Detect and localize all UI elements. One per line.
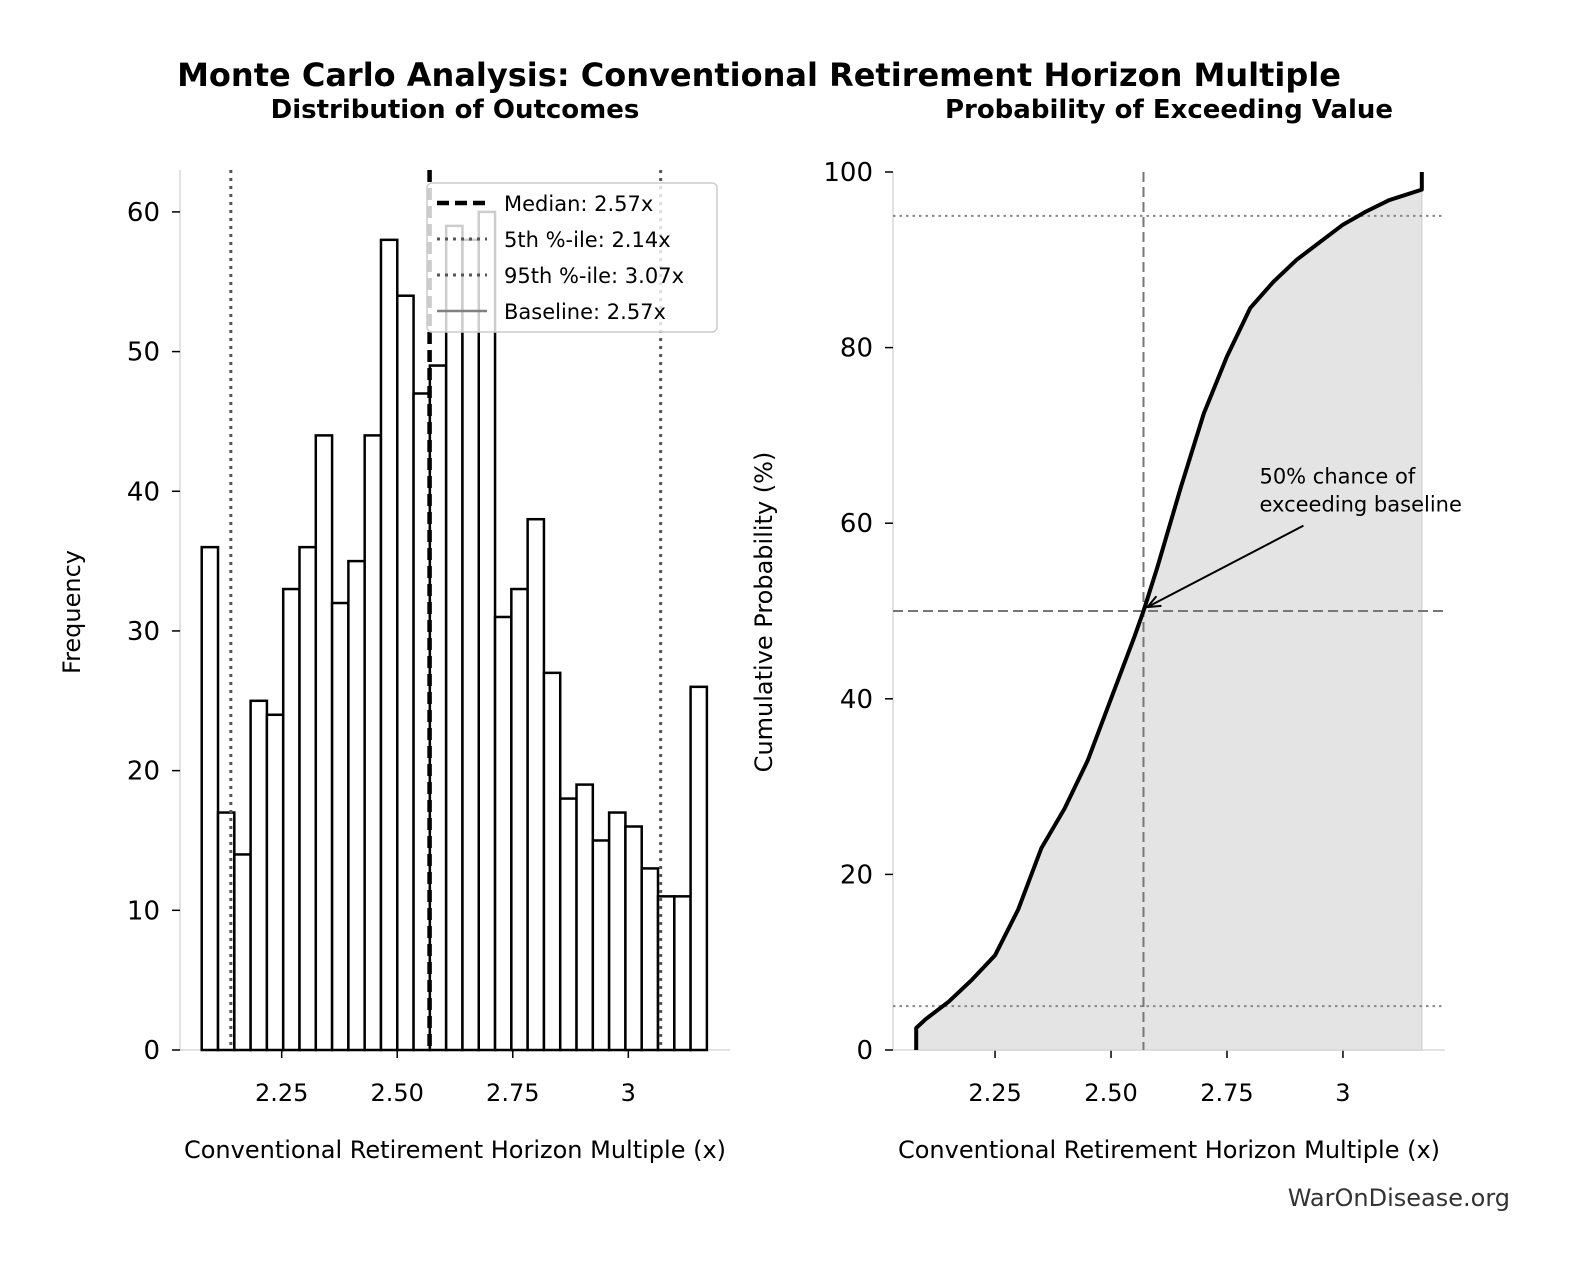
histogram-bar <box>526 517 546 1052</box>
hist-x-tick-label: 2.25 <box>255 1079 308 1107</box>
right-y-axis-label: Cumulative Probability (%) <box>750 452 778 773</box>
histogram-bar <box>640 867 660 1052</box>
left-x-axis-label: Conventional Retirement Horizon Multiple… <box>184 1136 726 1164</box>
histogram-bar <box>281 587 301 1052</box>
annotation-text: exceeding baseline <box>1259 493 1461 517</box>
cdf-y-tick-label: 40 <box>840 685 873 715</box>
hist-y-tick-label: 10 <box>127 896 160 926</box>
cdf-x-tick-label: 2.75 <box>1200 1079 1253 1107</box>
histogram-bar <box>379 238 399 1052</box>
cdf-x-tick-label: 3 <box>1335 1079 1350 1107</box>
histogram-bar <box>233 853 252 1052</box>
histogram-bar <box>607 811 627 1052</box>
histogram-bar <box>314 434 334 1052</box>
hist-y-tick-label: 30 <box>127 617 160 647</box>
histogram-bar <box>591 839 611 1052</box>
legend-label: Baseline: 2.57x <box>504 300 666 324</box>
annotation-arrowhead <box>1145 595 1162 609</box>
histogram-bar <box>363 434 383 1052</box>
histogram-bar <box>249 699 269 1052</box>
histogram-bar <box>200 545 220 1052</box>
legend-label: 5th %-ile: 2.14x <box>504 228 671 252</box>
histogram-bar <box>558 797 578 1052</box>
histogram-bar <box>444 224 464 1052</box>
hist-y-tick-label: 20 <box>127 757 160 787</box>
hist-y-tick-label: 50 <box>127 338 160 368</box>
hist-y-tick-label: 0 <box>143 1036 160 1066</box>
left-panel-title: Distribution of Outcomes <box>271 95 640 125</box>
cdf-y-tick-label: 80 <box>840 334 873 364</box>
cdf-y-tick-label: 0 <box>856 1036 873 1066</box>
histogram-bar <box>330 601 350 1052</box>
left-y-axis-label: Frequency <box>58 550 86 674</box>
histogram-bar <box>542 671 562 1052</box>
annotation-arrow <box>1147 524 1304 608</box>
legend-label: Median: 2.57x <box>504 192 653 216</box>
cdf-x-tick-label: 2.25 <box>968 1079 1021 1107</box>
histogram-bar <box>298 545 318 1052</box>
histogram-bar <box>575 783 595 1052</box>
annotation-text: 50% chance of <box>1259 465 1415 489</box>
histogram-bar <box>396 294 415 1052</box>
histogram-bar <box>347 559 366 1052</box>
hist-y-tick-label: 60 <box>127 198 160 228</box>
legend: Median: 2.57x 5th %-ile: 2.14x 95th %-ile:… <box>426 182 718 333</box>
cdf-y-tick-label: 60 <box>840 509 873 539</box>
hist-x-tick-label: 2.75 <box>486 1079 539 1107</box>
right-panel-title: Probability of Exceeding Value <box>945 95 1393 125</box>
cdf-line <box>914 172 1424 1050</box>
watermark: WarOnDisease.org <box>1288 1184 1510 1212</box>
cdf-y-tick-label: 100 <box>823 158 873 188</box>
histogram-bar <box>265 713 285 1052</box>
histogram-bar <box>493 615 513 1052</box>
hist-x-tick-label: 3 <box>621 1079 636 1107</box>
histogram-bar <box>673 895 692 1052</box>
cdf-y-tick-label: 20 <box>840 860 873 890</box>
histogram-bar <box>624 825 643 1052</box>
histogram-bar <box>461 238 481 1052</box>
right-x-axis-label: Conventional Retirement Horizon Multiple… <box>898 1136 1440 1164</box>
hist-x-tick-label: 2.50 <box>371 1079 424 1107</box>
histogram-bar <box>510 587 529 1052</box>
histogram-bar <box>689 685 709 1052</box>
cdf-x-tick-label: 2.50 <box>1084 1079 1137 1107</box>
legend-box <box>426 182 718 333</box>
figure-title: Monte Carlo Analysis: Conventional Retir… <box>177 56 1341 94</box>
legend-label: 95th %-ile: 3.07x <box>504 264 684 288</box>
histogram-bar <box>477 210 497 1052</box>
histogram-bar <box>428 364 448 1052</box>
hist-y-tick-label: 40 <box>127 477 160 507</box>
